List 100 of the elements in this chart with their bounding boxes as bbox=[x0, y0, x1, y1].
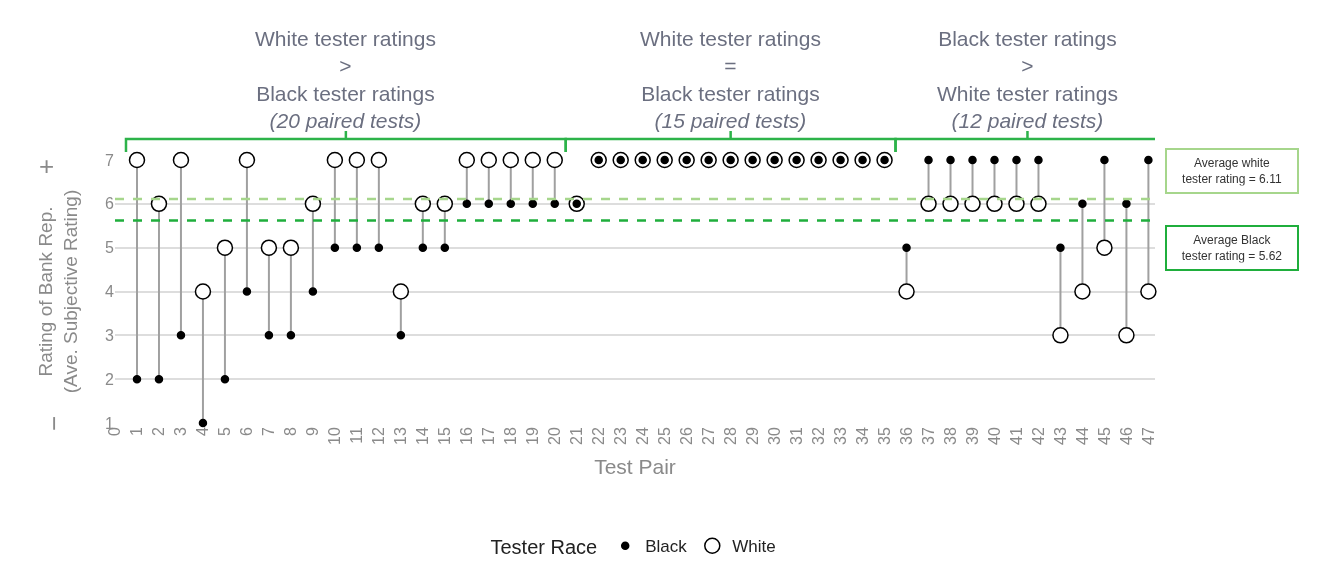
point bbox=[374, 243, 384, 252]
x-tick-label: 33 bbox=[831, 427, 849, 445]
x-tick-label: 32 bbox=[809, 427, 827, 445]
x-tick-label: 34 bbox=[853, 427, 871, 445]
point bbox=[524, 151, 542, 169]
x-tick-label: 45 bbox=[1095, 427, 1113, 445]
x-tick-label: 40 bbox=[985, 427, 1003, 445]
point bbox=[502, 151, 520, 169]
x-tick-label: 27 bbox=[699, 427, 717, 445]
point bbox=[924, 155, 933, 165]
x-tick-label: 18 bbox=[501, 427, 519, 445]
point bbox=[480, 151, 498, 169]
x-tick-label: 3 bbox=[172, 427, 190, 437]
point bbox=[172, 151, 190, 169]
point bbox=[1078, 199, 1087, 209]
point bbox=[132, 374, 142, 384]
x-tick-label: 14 bbox=[414, 427, 432, 445]
point bbox=[898, 283, 915, 300]
point bbox=[260, 239, 278, 256]
x-tick-label: 26 bbox=[677, 427, 695, 445]
x-tick-label: 31 bbox=[787, 427, 805, 445]
y-tick-label: 6 bbox=[105, 195, 115, 213]
point bbox=[198, 418, 208, 428]
x-tick-label: 43 bbox=[1051, 427, 1069, 445]
ref-line-label: Average white tester rating = 6.11 bbox=[1182, 156, 1282, 186]
x-tick-label: 38 bbox=[941, 427, 959, 445]
point bbox=[1052, 327, 1069, 344]
x-tick-label: 22 bbox=[589, 427, 607, 445]
x-tick-label: 15 bbox=[436, 427, 454, 445]
x-tick-label: 30 bbox=[765, 427, 783, 445]
point bbox=[264, 331, 274, 340]
y-tick-label: 7 bbox=[105, 151, 115, 169]
point bbox=[1144, 155, 1153, 165]
ref-line-label: Average Black tester rating = 5.62 bbox=[1181, 233, 1283, 263]
x-tick-label: 4 bbox=[194, 427, 212, 437]
point bbox=[990, 155, 999, 165]
point bbox=[1008, 195, 1025, 213]
x-tick-label: 16 bbox=[458, 427, 475, 445]
point bbox=[308, 287, 318, 296]
point bbox=[506, 199, 516, 209]
text: − bbox=[38, 415, 69, 432]
x-tick-label: 7 bbox=[260, 427, 278, 437]
x-tick-label: 5 bbox=[216, 427, 234, 437]
y-tick-label: 5 bbox=[105, 239, 115, 257]
x-tick-label: 2 bbox=[150, 427, 168, 437]
point bbox=[330, 243, 340, 252]
point bbox=[946, 155, 955, 165]
point bbox=[484, 199, 494, 209]
y-axis-title: Rating of Bank Rep. (Ave. Subjective Rating) bbox=[35, 189, 81, 394]
point bbox=[528, 199, 538, 209]
point bbox=[238, 151, 256, 169]
point bbox=[1012, 155, 1021, 165]
point bbox=[220, 374, 230, 384]
point bbox=[216, 239, 234, 256]
y-tick-label: 4 bbox=[105, 283, 115, 301]
x-tick-label: 42 bbox=[1029, 427, 1047, 445]
point bbox=[352, 243, 362, 252]
point bbox=[154, 374, 164, 384]
point bbox=[1122, 199, 1131, 209]
point bbox=[458, 151, 476, 169]
x-tick-label: 25 bbox=[655, 427, 673, 445]
x-tick-label: 46 bbox=[1117, 427, 1135, 445]
x-tick-label: 37 bbox=[919, 427, 937, 445]
x-tick-label: 20 bbox=[545, 427, 563, 445]
point bbox=[396, 331, 406, 340]
point bbox=[1140, 283, 1157, 300]
x-tick-label: 8 bbox=[282, 427, 300, 437]
legend-label: White bbox=[732, 537, 776, 557]
point bbox=[550, 199, 559, 209]
y-tick-label: 3 bbox=[105, 326, 115, 344]
point bbox=[1034, 155, 1043, 165]
x-tick-label: 28 bbox=[721, 427, 739, 445]
y-tick-label: 2 bbox=[105, 370, 115, 388]
x-tick-label: 44 bbox=[1073, 427, 1091, 445]
point bbox=[326, 151, 344, 169]
x-tick-label: 1 bbox=[128, 427, 146, 437]
point bbox=[902, 243, 911, 252]
point bbox=[128, 151, 146, 169]
x-tick-label: 21 bbox=[567, 427, 585, 445]
point bbox=[176, 331, 186, 340]
x-tick-label: 36 bbox=[897, 427, 915, 445]
point bbox=[1096, 239, 1113, 256]
x-tick-label: 17 bbox=[479, 427, 497, 445]
x-tick-label: 10 bbox=[326, 427, 344, 445]
point bbox=[282, 239, 300, 256]
x-tick-label: 39 bbox=[963, 427, 981, 445]
text: Black tester ratings > White tester ratings (12 paired tests) bbox=[937, 27, 1118, 132]
point bbox=[242, 287, 252, 296]
point bbox=[1118, 327, 1135, 344]
x-tick-label: 24 bbox=[633, 427, 651, 445]
x-axis-title: Test Pair bbox=[594, 455, 676, 479]
point bbox=[150, 195, 168, 213]
legend-title: Tester Race bbox=[490, 536, 598, 559]
legend-label: Black bbox=[645, 537, 688, 557]
point bbox=[440, 243, 450, 252]
x-tick-label: 47 bbox=[1139, 427, 1157, 445]
point bbox=[462, 199, 472, 209]
point bbox=[286, 331, 296, 340]
x-tick-label: 12 bbox=[370, 427, 388, 445]
point bbox=[392, 283, 410, 300]
